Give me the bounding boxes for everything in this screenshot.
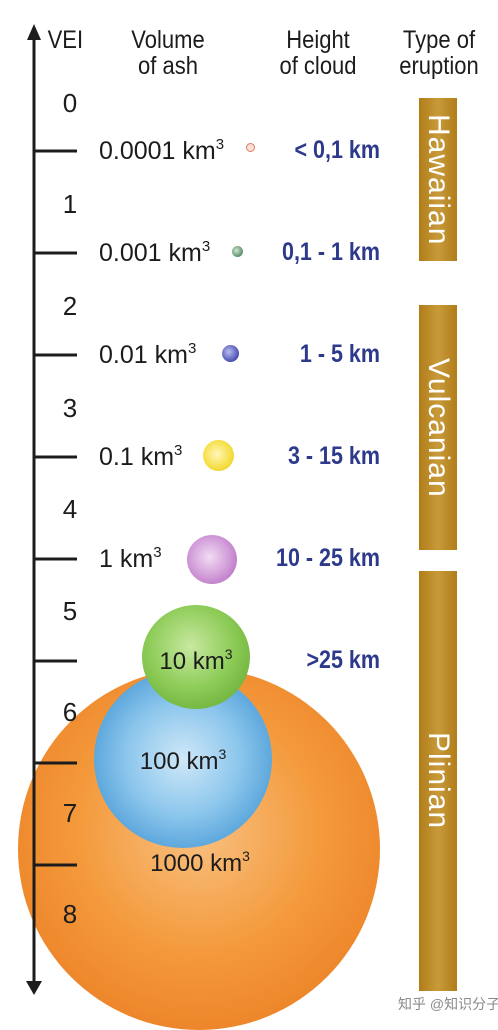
- cloud-height: 3 - 15 km: [287, 442, 380, 470]
- sphere-0-1-km3: [203, 440, 234, 471]
- cloud-height: < 0,1 km: [294, 136, 380, 164]
- header-vei: VEI: [47, 26, 84, 54]
- volume-label: 0.001 km3: [99, 238, 211, 267]
- sphere-10-km3: [142, 605, 250, 709]
- band-plinian: Plinian: [419, 571, 457, 991]
- vei-3: 3: [62, 393, 78, 423]
- header-volume-of-ash: Volume of ash: [131, 26, 205, 80]
- volume-label: 0.0001 km3: [99, 136, 225, 165]
- label-1000-km3: 1000 km3: [150, 848, 250, 877]
- label-100-km3: 100 km3: [139, 746, 227, 775]
- vei-4: 4: [62, 494, 78, 524]
- header-height-of-cloud: Height of cloud: [279, 26, 357, 80]
- axis-ticks: [34, 149, 77, 867]
- vei-8: 8: [62, 899, 78, 929]
- vei-1: 1: [62, 189, 78, 219]
- vei-5: 5: [62, 596, 78, 626]
- sphere-0-001-km3: [232, 246, 243, 257]
- header-type-of-eruption: Type of eruption: [399, 26, 479, 80]
- band-hawaiian: Hawaiian: [419, 98, 457, 261]
- vei-7: 7: [62, 798, 78, 828]
- cloud-height: 1 - 5 km: [299, 340, 380, 368]
- vei-0: 0: [62, 88, 78, 118]
- label-10-km3: 10 km3: [159, 646, 233, 675]
- vei-2: 2: [62, 291, 78, 321]
- volume-label: 0.01 km3: [99, 340, 197, 369]
- sphere-1-km3: [187, 535, 237, 584]
- volume-label: 0.1 km3: [99, 442, 183, 471]
- cloud-height: 10 - 25 km: [276, 544, 380, 572]
- vei-6: 6: [62, 697, 78, 727]
- watermark: 知乎 @知识分子: [398, 996, 498, 1012]
- cloud-height: 0,1 - 1 km: [282, 238, 380, 266]
- vei-axis: [26, 24, 77, 995]
- volume-label: 1 km3: [99, 544, 162, 573]
- band-vulcanian: Vulcanian: [419, 305, 457, 550]
- sphere-0-01-km3: [222, 345, 239, 362]
- cloud-height: >25 km: [306, 646, 380, 674]
- sphere-0-0001-km3: [246, 143, 255, 152]
